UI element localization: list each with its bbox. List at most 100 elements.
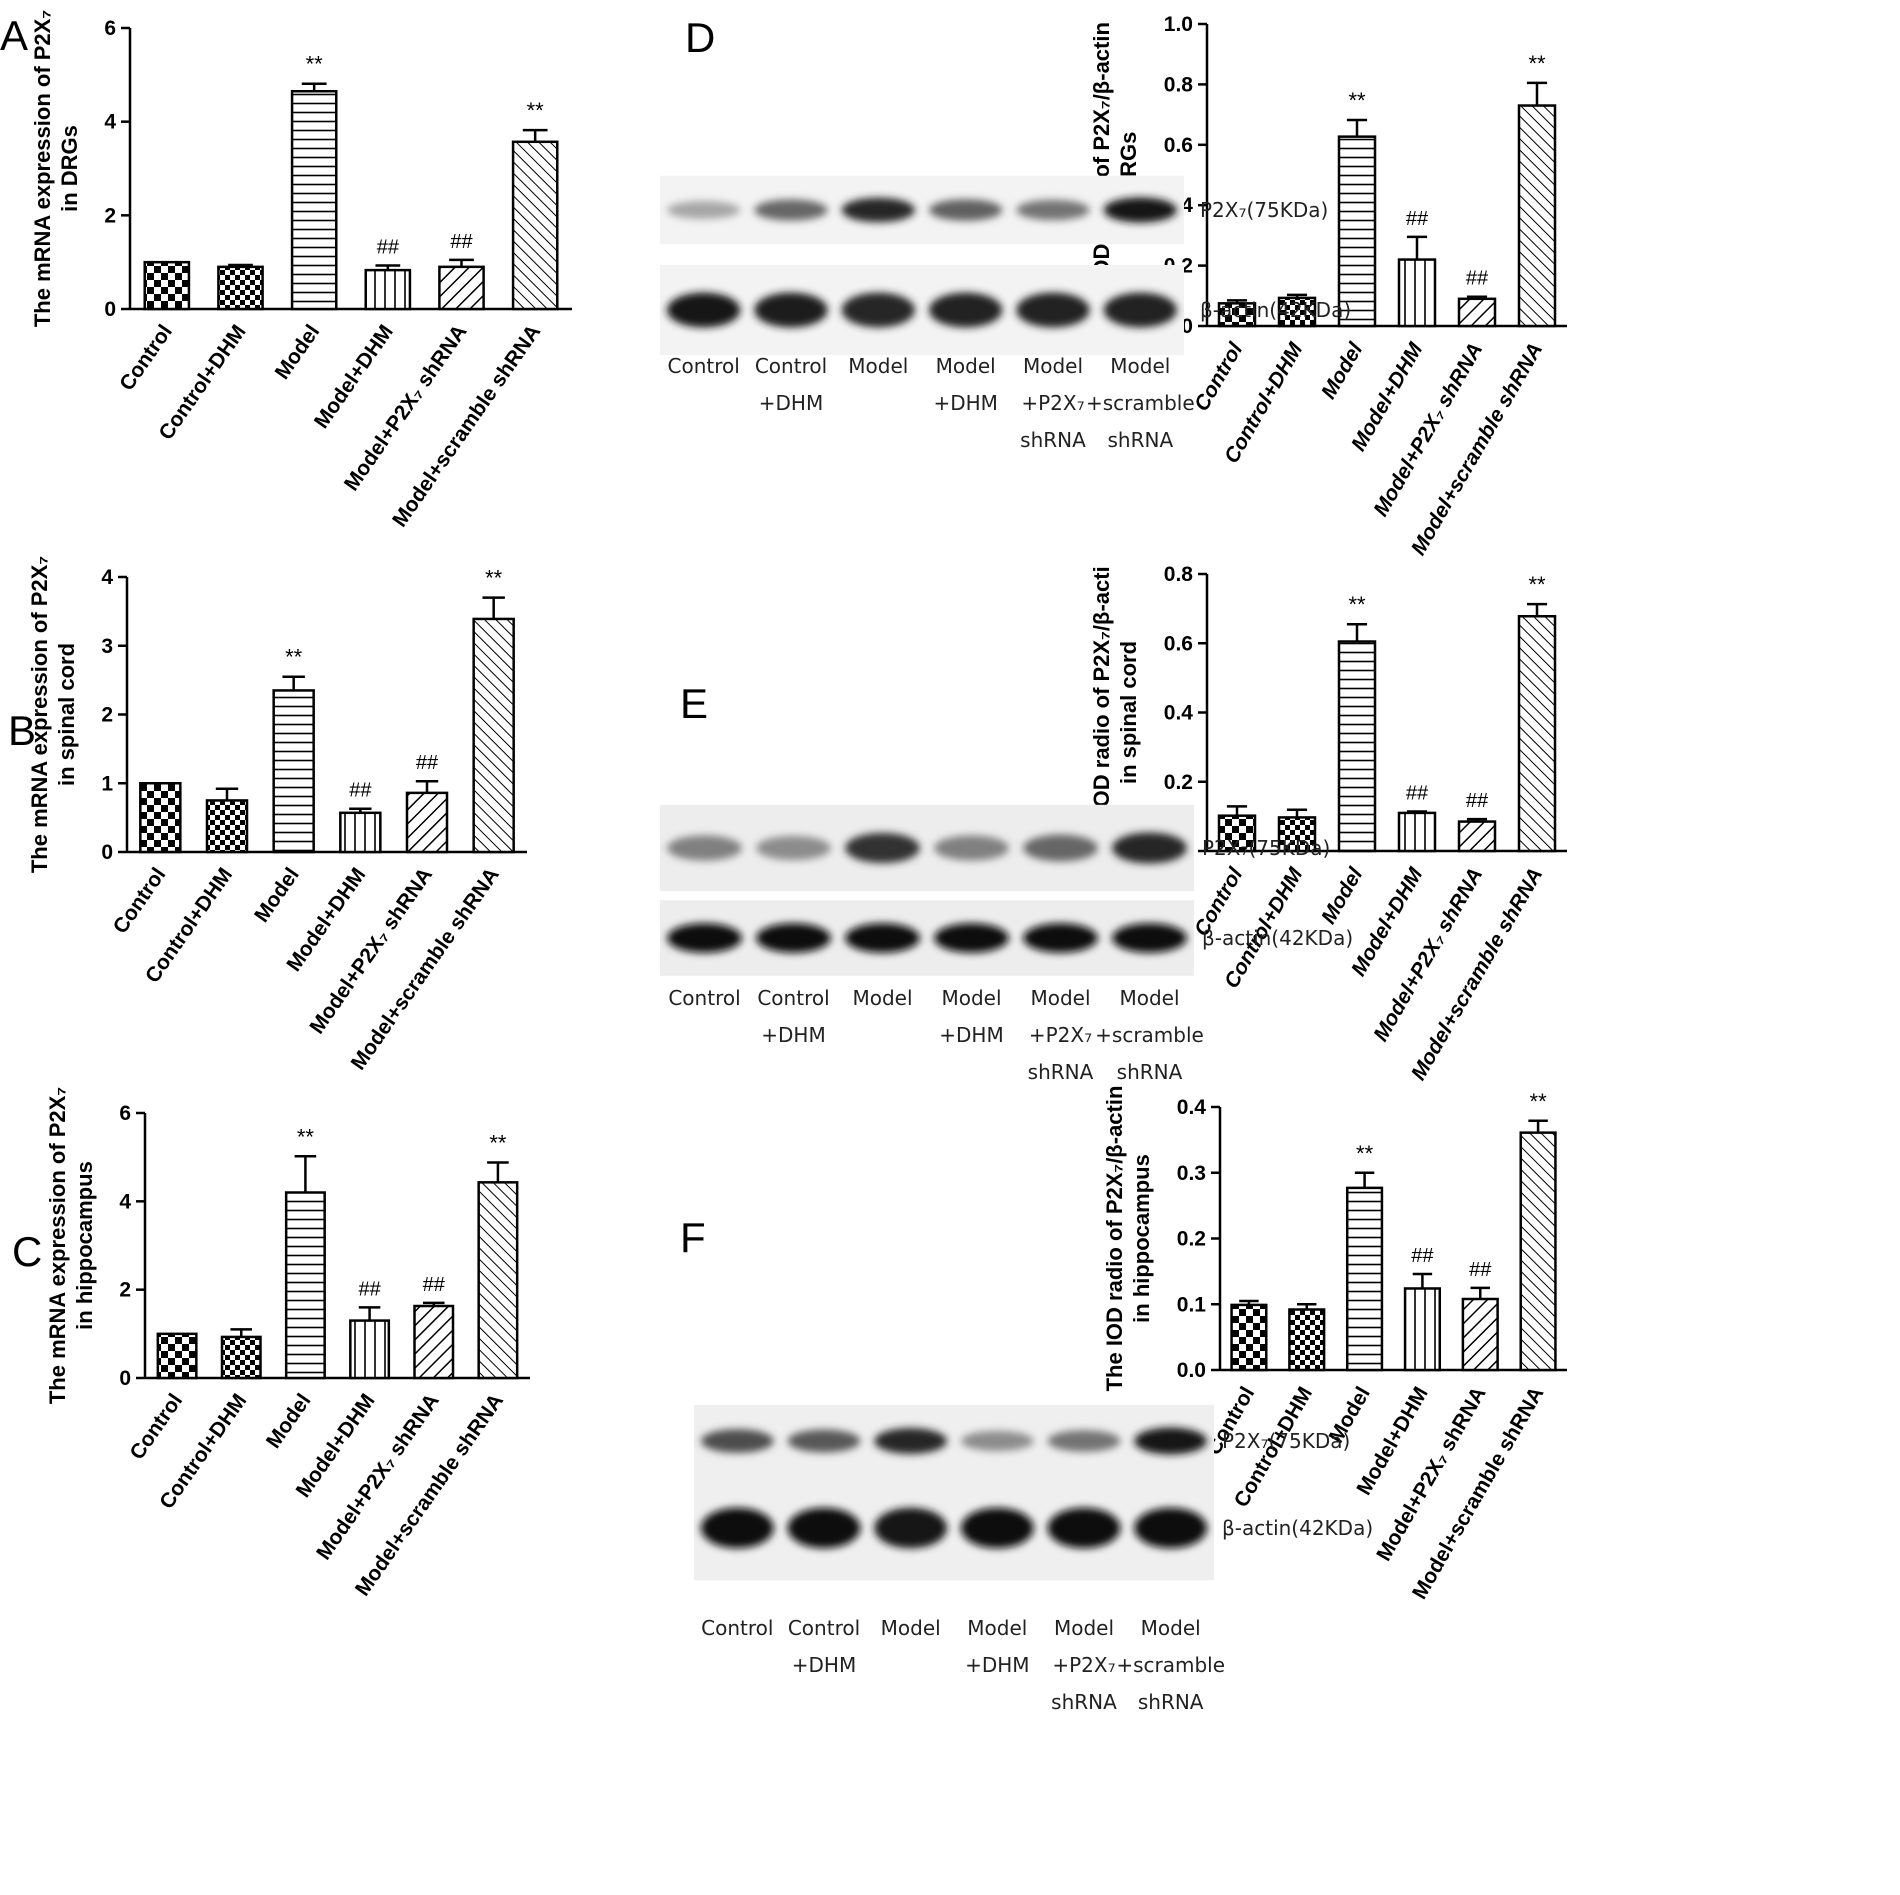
significance-label: ** bbox=[1356, 1141, 1374, 1166]
p2x7-band bbox=[1103, 197, 1178, 223]
lane-label: Control +DHM bbox=[755, 354, 827, 415]
y-axis-label: The mRNA expression of P2X₇in spinal cor… bbox=[27, 556, 79, 873]
actin-band bbox=[700, 1507, 774, 1549]
category-label: Model+P2X₇ shRNA bbox=[312, 1390, 444, 1564]
bar bbox=[511, 140, 559, 311]
actin-strip bbox=[660, 265, 1184, 355]
lane-label-line: +DHM bbox=[792, 1653, 856, 1677]
lane-label-line: Model bbox=[1110, 354, 1170, 378]
lane-label-line: Model bbox=[967, 1616, 1027, 1640]
lane-label: Control +DHM bbox=[788, 1616, 860, 1677]
lane-label-line: shRNA bbox=[1020, 428, 1086, 452]
lane-label-line: Control bbox=[755, 354, 827, 378]
significance-label: ## bbox=[423, 1274, 446, 1296]
p2x7-band bbox=[700, 1429, 774, 1453]
p2x7-band bbox=[874, 1428, 948, 1454]
significance-label: ## bbox=[1406, 783, 1429, 805]
y-tick-label: 2 bbox=[104, 204, 116, 227]
y-tick-label: 6 bbox=[119, 1102, 131, 1125]
y-tick-label: 6 bbox=[104, 17, 116, 40]
significance-label: ## bbox=[1406, 208, 1429, 230]
lane-label: Model +scramble shRNA bbox=[1116, 1616, 1225, 1714]
y-tick-label: 0.4 bbox=[1177, 1096, 1207, 1119]
p2x7-band bbox=[845, 832, 920, 864]
bar bbox=[1457, 820, 1497, 853]
bar bbox=[1397, 811, 1437, 853]
lane-label-line: shRNA bbox=[1051, 1690, 1117, 1714]
lane-label-line: +DHM bbox=[965, 1653, 1029, 1677]
category-label: Model bbox=[271, 321, 325, 384]
lane-label: Control bbox=[701, 1616, 773, 1640]
lane-label-line: +scramble bbox=[1086, 391, 1195, 415]
significance-label: ## bbox=[358, 1278, 381, 1300]
bar bbox=[220, 1335, 262, 1380]
p2x7-band bbox=[756, 835, 831, 861]
y-axis-label: The mRNA expression of P2X₇in hippocampu… bbox=[45, 1087, 97, 1404]
category-label: Model bbox=[1317, 338, 1368, 403]
p2x7-band bbox=[1023, 834, 1098, 862]
bar bbox=[139, 782, 182, 854]
lane-label-line: +DHM bbox=[939, 1023, 1003, 1047]
y-tick-label: 4 bbox=[101, 566, 113, 589]
y-tick-label: 0.2 bbox=[1164, 771, 1193, 794]
lane-label: Control +DHM bbox=[757, 986, 829, 1047]
western-blot-d: P2X₇(75KDa)β-actin(42KDa)Control Control +… bbox=[660, 175, 1351, 452]
bar bbox=[217, 265, 264, 311]
lane-label-line: Model bbox=[936, 354, 996, 378]
category-label: Model+P2X₇ shRNA bbox=[1369, 339, 1487, 520]
category-label: Model bbox=[1317, 863, 1368, 928]
panel-letter-f: F bbox=[680, 1214, 706, 1261]
p2x7-band bbox=[928, 199, 1003, 221]
significance-label: ** bbox=[1528, 572, 1546, 597]
lane-label-line: +P2X₇ bbox=[1021, 391, 1084, 415]
lane-label-line: Model bbox=[1023, 354, 1083, 378]
lane-label-line: +scramble bbox=[1116, 1653, 1225, 1677]
y-axis-label-line: The mRNA expression of P2X₇ bbox=[30, 10, 55, 327]
y-tick-label: 1 bbox=[101, 772, 113, 795]
actin-band bbox=[1047, 1507, 1121, 1549]
lane-label-line: +scramble bbox=[1095, 1023, 1204, 1047]
actin-band bbox=[845, 923, 920, 953]
bar bbox=[156, 1332, 198, 1380]
p2x7-band-label: P2X₇(75KDa) bbox=[1200, 198, 1328, 222]
actin-band bbox=[756, 923, 831, 953]
lane-label: Model +DHM bbox=[939, 986, 1003, 1047]
y-axis-label-line: in DRGs bbox=[57, 125, 82, 212]
actin-band bbox=[1023, 923, 1098, 953]
bar bbox=[438, 265, 485, 311]
panel-letter-b: B bbox=[8, 707, 36, 754]
bar bbox=[1277, 296, 1317, 328]
category-label: Control bbox=[109, 864, 171, 938]
lane-label-line: Model bbox=[1054, 1616, 1114, 1640]
significance-label: ## bbox=[377, 236, 400, 258]
bar bbox=[1397, 258, 1437, 328]
actin-band bbox=[754, 292, 828, 328]
y-tick-label: 0.0 bbox=[1177, 1359, 1206, 1382]
lane-label: Model +scramble shRNA bbox=[1086, 354, 1195, 452]
actin-band-label: β-actin(42KDa) bbox=[1222, 1516, 1373, 1540]
p2x7-band bbox=[787, 1429, 861, 1453]
p2x7-band bbox=[666, 201, 741, 219]
bar bbox=[1345, 1186, 1384, 1372]
lane-label-line: shRNA bbox=[1138, 1690, 1204, 1714]
y-axis-label-line: in hippocampus bbox=[72, 1161, 97, 1330]
panel-letter-e: E bbox=[680, 680, 708, 727]
significance-label: ** bbox=[527, 98, 545, 123]
y-tick-label: 0 bbox=[104, 298, 116, 321]
significance-label: ** bbox=[306, 52, 324, 77]
actin-band bbox=[874, 1507, 948, 1549]
category-label: Model+P2X₇ shRNA bbox=[305, 864, 437, 1038]
p2x7-band bbox=[1134, 1427, 1208, 1455]
p2x7-band-label: P2X₇(75KDa) bbox=[1202, 836, 1330, 860]
category-label: Model bbox=[250, 864, 304, 927]
p2x7-band bbox=[934, 835, 1009, 861]
actin-band bbox=[1103, 292, 1178, 328]
significance-label: ** bbox=[285, 645, 303, 670]
p2x7-strip bbox=[660, 175, 1184, 245]
bar bbox=[364, 268, 412, 311]
p2x7-band bbox=[1112, 832, 1187, 864]
category-label: Model+scramble shRNA bbox=[388, 321, 545, 532]
significance-label: ** bbox=[1348, 88, 1366, 113]
y-axis-label-line: in spinal cord bbox=[1116, 641, 1141, 784]
bar bbox=[1517, 104, 1557, 328]
